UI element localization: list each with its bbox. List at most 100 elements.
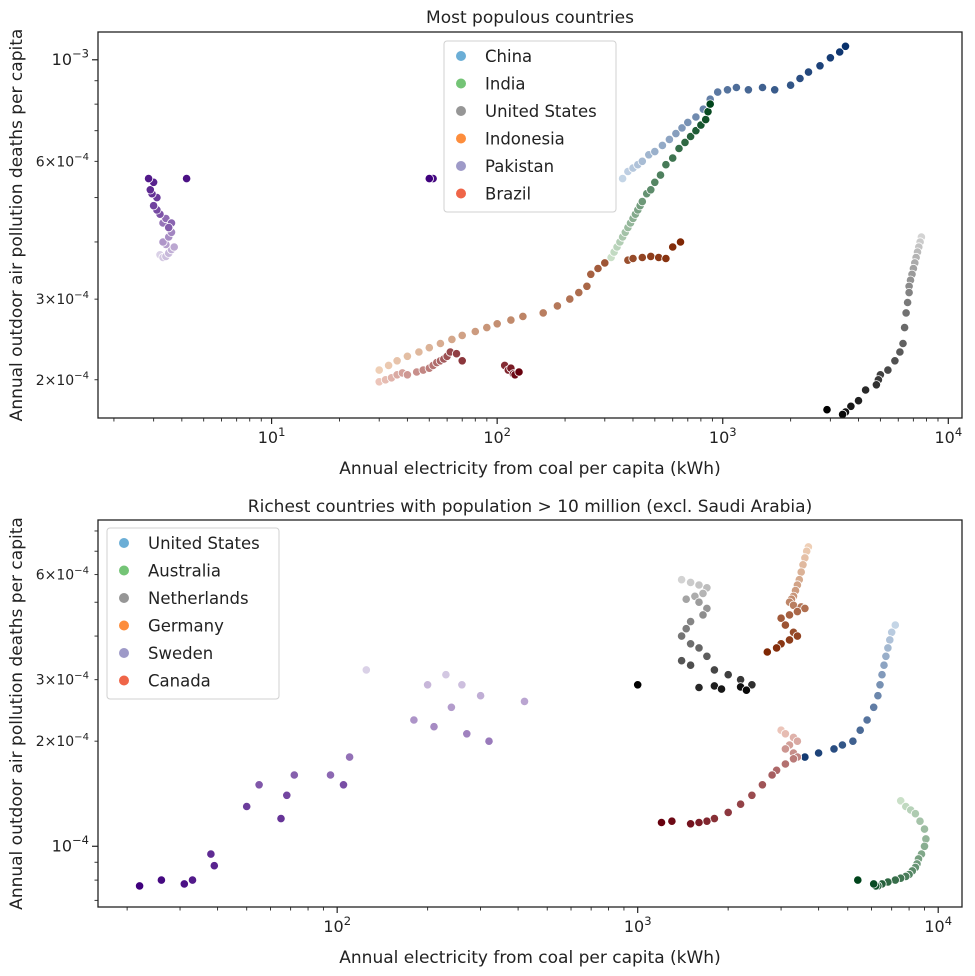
- data-point: [694, 682, 704, 693]
- legend-marker: [456, 188, 466, 199]
- data-point: [895, 347, 905, 357]
- data-point: [890, 356, 900, 366]
- data-point: [694, 643, 704, 653]
- data-point: [680, 137, 690, 147]
- data-point: [685, 660, 696, 670]
- data-point: [890, 620, 900, 630]
- legend-label: Indonesia: [485, 130, 565, 149]
- data-point: [683, 117, 693, 128]
- y-tick-label: 6×10−4: [36, 152, 89, 170]
- y-tick-label: 3×10−4: [36, 670, 89, 688]
- chart-panel-2: Richest countries with population > 10 m…: [7, 497, 963, 968]
- data-point: [862, 715, 872, 725]
- data-point: [785, 80, 796, 90]
- data-point: [182, 174, 192, 184]
- data-point: [538, 308, 548, 318]
- data-point: [885, 635, 895, 645]
- data-point: [681, 624, 691, 634]
- data-point: [792, 606, 803, 617]
- data-point: [518, 311, 528, 321]
- data-point: [519, 696, 530, 707]
- x-tick-label: 102: [483, 425, 511, 447]
- data-point: [441, 670, 451, 680]
- y-tick-label: 6×10−4: [36, 565, 89, 583]
- data-point: [792, 736, 803, 746]
- data-point: [883, 643, 893, 653]
- data-point: [901, 308, 911, 318]
- data-point: [409, 715, 419, 725]
- data-point: [835, 47, 845, 57]
- series-china: [617, 41, 851, 184]
- data-point: [685, 819, 696, 829]
- x-axis-label: Annual electricity from coal per capita …: [339, 948, 720, 968]
- legend-marker: [456, 106, 466, 116]
- data-point: [646, 185, 656, 195]
- data-point: [457, 356, 467, 366]
- data-point: [593, 263, 603, 274]
- series-canada: [656, 725, 803, 829]
- series-brazil: [374, 347, 524, 387]
- data-point: [457, 680, 467, 690]
- data-point: [664, 134, 675, 144]
- data-point: [694, 597, 704, 607]
- data-point: [655, 170, 666, 180]
- data-point: [767, 770, 777, 780]
- data-point: [582, 281, 592, 291]
- data-point: [757, 82, 768, 93]
- data-point: [158, 237, 168, 247]
- data-point: [877, 670, 887, 680]
- legend-label: Canada: [148, 672, 211, 691]
- data-point: [674, 143, 684, 154]
- data-point: [424, 343, 434, 353]
- y-tick-label: 10−3: [52, 47, 89, 69]
- x-tick-label: 103: [624, 914, 652, 936]
- data-point: [784, 635, 795, 645]
- y-tick-label: 2×10−4: [36, 732, 89, 750]
- data-point: [780, 729, 791, 739]
- data-point: [902, 297, 913, 308]
- data-point: [565, 294, 575, 304]
- data-point: [747, 790, 757, 800]
- data-point: [179, 879, 189, 889]
- data-point: [803, 67, 814, 77]
- chart-title: Richest countries with population > 10 m…: [248, 497, 812, 517]
- data-point: [457, 330, 467, 340]
- data-point: [506, 315, 516, 325]
- data-point: [667, 816, 677, 826]
- y-tick-label: 2×10−4: [36, 370, 89, 388]
- data-point: [702, 651, 712, 661]
- data-point: [713, 87, 723, 97]
- legend-box: [443, 40, 617, 213]
- data-point: [731, 82, 742, 93]
- data-point: [691, 112, 701, 122]
- data-point: [676, 656, 687, 666]
- legend-label: Brazil: [485, 185, 531, 204]
- data-point: [164, 223, 174, 233]
- data-point: [698, 610, 708, 620]
- data-point: [361, 665, 371, 675]
- y-tick-label: 3×10−4: [36, 290, 89, 308]
- data-point: [703, 107, 713, 117]
- data-point: [919, 824, 930, 834]
- data-point: [869, 879, 879, 889]
- data-point: [206, 849, 216, 859]
- data-point: [837, 740, 848, 750]
- data-point: [650, 147, 660, 157]
- data-point: [685, 577, 696, 588]
- data-point: [757, 780, 768, 790]
- data-point: [462, 729, 472, 739]
- data-point: [574, 287, 584, 298]
- data-point: [871, 380, 882, 390]
- data-point: [617, 174, 628, 184]
- data-point: [887, 627, 897, 637]
- data-point: [254, 780, 264, 790]
- data-point: [709, 665, 720, 675]
- y-tick-label: 10−4: [52, 833, 89, 855]
- data-point: [429, 722, 439, 732]
- data-point: [735, 799, 746, 809]
- data-point: [685, 131, 696, 142]
- data-point: [860, 385, 871, 395]
- data-point: [853, 396, 864, 406]
- data-point: [784, 610, 795, 620]
